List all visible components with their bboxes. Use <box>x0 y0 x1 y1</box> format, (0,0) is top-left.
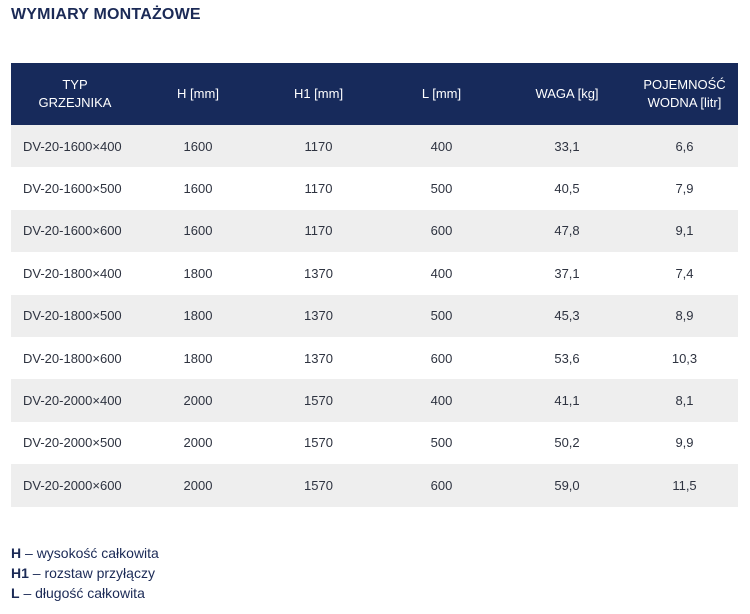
cell-weight: 33,1 <box>554 138 580 154</box>
cell-h1: 1170 <box>304 138 333 154</box>
legend-text: – długość całkowita <box>19 585 145 601</box>
table-body: DV-20-1600×400 1600 1170 400 33,1 6,6 DV-20-16… <box>11 125 738 507</box>
cell-capacity: 8,9 <box>675 308 694 324</box>
legend: H – wysokość całkowita H1 – rozstaw przył… <box>11 543 159 603</box>
cell-l: 500 <box>430 308 453 324</box>
cell-type: DV-20-2000×600 <box>23 477 122 493</box>
header-capacity-line-2: WODNA [litr] <box>647 95 722 110</box>
legend-item: H1 – rozstaw przyłączy <box>11 563 159 583</box>
cell-weight: 53,6 <box>554 350 580 366</box>
cell-weight: 37,1 <box>554 265 580 281</box>
header-h-label: H [mm] <box>177 86 219 101</box>
cell-capacity: 9,9 <box>675 435 694 451</box>
cell-l: 400 <box>430 393 453 409</box>
legend-text: – rozstaw przyłączy <box>28 565 155 581</box>
cell-type: DV-20-1800×600 <box>23 350 122 366</box>
cell-weight: 59,0 <box>554 477 580 493</box>
cell-h: 1800 <box>183 308 213 324</box>
cell-h1: 1370 <box>304 265 333 281</box>
legend-key: L <box>11 585 20 601</box>
header-weight-label: WAGA [kg] <box>535 86 599 101</box>
cell-h1: 1570 <box>304 477 333 493</box>
legend-item: H – wysokość całkowita <box>11 543 159 563</box>
legend-key: H <box>11 545 22 561</box>
header-h: H [mm] <box>139 63 257 125</box>
table-row: DV-20-1600×500 1600 1170 500 40,5 7,9 <box>11 167 738 210</box>
legend-item: L – długość całkowita <box>11 583 159 603</box>
table-header-row: TYP GRZEJNIKA H [mm] H1 [mm] L [mm] WAGA… <box>11 63 738 125</box>
dimensions-table: TYP GRZEJNIKA H [mm] H1 [mm] L [mm] WAGA… <box>11 63 738 507</box>
header-weight: WAGA [kg] <box>503 63 631 125</box>
table-row: DV-20-1800×400 1800 1370 400 37,1 7,4 <box>11 252 738 295</box>
cell-weight: 50,2 <box>554 435 580 451</box>
header-h1: H1 [mm] <box>257 63 380 125</box>
cell-type: DV-20-2000×400 <box>23 393 122 409</box>
cell-capacity: 10,3 <box>671 350 698 366</box>
cell-type: DV-20-1800×400 <box>23 265 122 281</box>
legend-text: – wysokość całkowita <box>21 545 159 561</box>
cell-h: 1600 <box>183 181 213 197</box>
cell-h: 2000 <box>183 477 213 493</box>
cell-h1: 1370 <box>304 350 333 366</box>
page-title: WYMIARY MONTAŻOWE <box>11 6 201 23</box>
cell-h: 2000 <box>183 435 213 451</box>
cell-h1: 1570 <box>304 435 333 451</box>
header-type-line-2: GRZEJNIKA <box>38 95 112 110</box>
table-row: DV-20-2000×600 2000 1570 600 59,0 11,5 <box>11 464 738 507</box>
cell-capacity: 7,9 <box>675 181 694 197</box>
header-h1-label: H1 [mm] <box>293 86 344 101</box>
cell-h: 1800 <box>183 265 213 281</box>
cell-capacity: 9,1 <box>675 223 694 239</box>
cell-h1: 1170 <box>304 223 333 239</box>
cell-weight: 45,3 <box>554 308 580 324</box>
cell-weight: 47,8 <box>554 223 580 239</box>
table-row: DV-20-2000×400 2000 1570 400 41,1 8,1 <box>11 379 738 422</box>
cell-h: 1600 <box>183 223 213 239</box>
header-type: TYP GRZEJNIKA <box>11 63 139 125</box>
table-row: DV-20-1800×500 1800 1370 500 45,3 8,9 <box>11 294 738 337</box>
cell-type: DV-20-1600×400 <box>23 138 122 154</box>
cell-type: DV-20-1800×500 <box>23 308 122 324</box>
cell-h1: 1170 <box>304 181 333 197</box>
table-row: DV-20-2000×500 2000 1570 500 50,2 9,9 <box>11 421 738 465</box>
cell-type: DV-20-2000×500 <box>23 435 122 451</box>
cell-l: 500 <box>430 435 453 451</box>
cell-h1: 1370 <box>304 308 333 324</box>
cell-l: 600 <box>430 350 453 366</box>
cell-l: 400 <box>430 138 453 154</box>
table-row: DV-20-1600×400 1600 1170 400 33,1 6,6 <box>11 125 738 168</box>
cell-weight: 40,5 <box>554 181 580 197</box>
legend-key: H1 <box>11 565 29 581</box>
header-l-label: L [mm] <box>421 86 462 101</box>
cell-h: 1600 <box>183 138 213 154</box>
header-type-line-1: TYP <box>62 77 88 92</box>
cell-capacity: 11,5 <box>672 477 697 493</box>
cell-h: 1800 <box>183 350 213 366</box>
cell-l: 400 <box>430 265 453 281</box>
header-capacity-line-1: POJEMNOŚĆ <box>643 77 726 92</box>
cell-l: 600 <box>430 477 453 493</box>
cell-h: 2000 <box>183 393 213 409</box>
cell-type: DV-20-1600×500 <box>23 181 122 197</box>
cell-capacity: 7,4 <box>675 265 694 281</box>
table-row: DV-20-1800×600 1800 1370 600 53,6 10,3 <box>11 336 738 380</box>
header-l: L [mm] <box>380 63 503 125</box>
cell-capacity: 8,1 <box>675 393 694 409</box>
cell-type: DV-20-1600×600 <box>23 223 122 239</box>
cell-h1: 1570 <box>304 393 333 409</box>
header-capacity: POJEMNOŚĆ WODNA [litr] <box>631 63 738 125</box>
cell-capacity: 6,6 <box>675 138 694 154</box>
cell-weight: 41,1 <box>554 393 580 409</box>
table-row: DV-20-1600×600 1600 1170 600 47,8 9,1 <box>11 209 738 253</box>
cell-l: 600 <box>430 223 453 239</box>
cell-l: 500 <box>430 181 453 197</box>
